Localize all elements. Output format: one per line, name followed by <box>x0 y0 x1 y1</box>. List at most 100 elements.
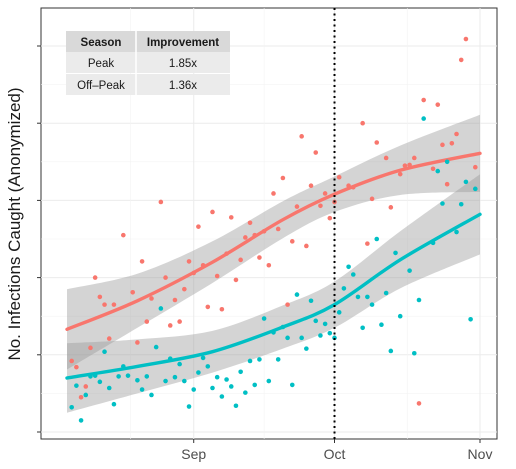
trend-line-peak <box>65 151 482 331</box>
data-point-peak <box>449 140 455 146</box>
data-point-offpeak <box>74 383 79 388</box>
data-point-peak <box>224 251 229 256</box>
data-point-peak <box>360 120 365 126</box>
data-point-offpeak <box>444 159 450 165</box>
data-point-peak <box>308 183 314 189</box>
table-header-season: Season <box>81 37 122 49</box>
data-point-offpeak <box>458 201 464 207</box>
data-point-peak <box>383 155 389 161</box>
data-point-offpeak <box>149 392 154 398</box>
data-point-offpeak <box>407 268 412 273</box>
data-point-peak <box>402 163 408 168</box>
data-point-offpeak <box>247 358 253 364</box>
data-point-peak <box>144 319 150 324</box>
data-point-offpeak <box>125 373 131 378</box>
data-point-peak <box>158 199 164 205</box>
data-point-peak <box>182 286 187 292</box>
data-point-offpeak <box>313 318 319 324</box>
data-point-peak <box>97 294 103 300</box>
data-point-peak <box>336 174 342 180</box>
data-point-offpeak <box>411 350 417 356</box>
data-point-offpeak <box>304 346 309 351</box>
data-point-peak <box>346 183 351 189</box>
data-point-offpeak <box>280 324 286 330</box>
data-point-offpeak <box>341 286 347 291</box>
data-point-peak <box>440 142 445 148</box>
data-points <box>69 36 478 423</box>
data-point-peak <box>83 384 89 389</box>
data-point-peak <box>186 259 192 264</box>
data-point-offpeak <box>369 302 375 307</box>
data-point-offpeak <box>177 361 182 367</box>
data-point-peak <box>196 224 201 229</box>
data-point-offpeak <box>186 404 192 409</box>
data-point-offpeak <box>92 373 98 378</box>
data-point-offpeak <box>172 374 178 380</box>
data-point-offpeak <box>196 370 201 375</box>
data-point-offpeak <box>299 335 304 341</box>
data-point-offpeak <box>116 374 121 379</box>
data-point-peak <box>205 304 211 310</box>
data-point-offpeak <box>473 186 478 192</box>
data-point-offpeak <box>214 374 220 380</box>
data-point-offpeak <box>435 168 441 174</box>
x-tick-label: Nov <box>468 446 493 462</box>
y-axis-ticks <box>37 45 41 433</box>
data-point-offpeak <box>88 374 93 379</box>
data-point-peak <box>252 232 258 238</box>
data-point-peak <box>177 319 182 324</box>
data-point-offpeak <box>397 313 403 319</box>
data-point-offpeak <box>243 390 248 395</box>
data-point-peak <box>135 340 140 345</box>
data-point-peak <box>266 262 272 268</box>
data-point-peak <box>463 36 469 42</box>
data-point-offpeak <box>233 403 239 409</box>
data-point-offpeak <box>69 404 74 410</box>
data-point-offpeak <box>111 401 117 407</box>
data-point-offpeak <box>163 378 168 384</box>
table-cell-improvement: 1.85x <box>169 58 197 70</box>
data-point-peak <box>365 241 370 246</box>
data-point-peak <box>261 228 267 234</box>
data-point-peak <box>238 257 243 263</box>
data-point-offpeak <box>393 250 398 256</box>
x-tick-label: Oct <box>324 446 346 462</box>
data-point-offpeak <box>252 382 258 388</box>
data-point-offpeak <box>318 333 323 338</box>
y-axis-title: No. Infections Caught (Anonymized) <box>5 87 24 360</box>
data-point-offpeak <box>285 335 290 341</box>
data-point-peak <box>172 297 178 303</box>
x-axis: Sep Oct Nov <box>181 439 492 462</box>
improvement-table: Season Improvement Peak 1.85x Off–Peak 1… <box>66 31 230 95</box>
data-point-peak <box>228 215 234 220</box>
data-point-peak <box>416 401 422 406</box>
data-point-offpeak <box>327 330 333 336</box>
data-point-peak <box>78 394 84 400</box>
table-cell-season: Off–Peak <box>77 80 125 92</box>
data-point-peak <box>191 270 197 276</box>
data-point-offpeak <box>271 330 276 335</box>
data-point-peak <box>430 166 436 172</box>
data-point-offpeak <box>355 294 361 300</box>
data-point-offpeak <box>308 298 314 304</box>
data-point-peak <box>130 289 136 295</box>
data-point-peak <box>121 232 126 238</box>
data-point-offpeak <box>430 240 436 246</box>
data-point-peak <box>350 184 356 190</box>
data-point-offpeak <box>322 321 328 327</box>
data-point-offpeak <box>182 378 187 384</box>
data-point-offpeak <box>224 377 229 382</box>
data-point-peak <box>322 191 328 196</box>
data-point-offpeak <box>135 377 140 383</box>
data-point-peak <box>397 171 403 177</box>
data-point-offpeak <box>144 374 150 379</box>
data-point-peak <box>304 243 309 249</box>
x-tick-label: Sep <box>181 446 206 462</box>
data-point-peak <box>233 277 239 283</box>
data-point-peak <box>407 162 412 168</box>
data-point-peak <box>299 134 304 139</box>
confidence-band-offpeak <box>67 174 480 413</box>
data-point-offpeak <box>294 292 300 297</box>
data-point-offpeak <box>463 179 469 185</box>
